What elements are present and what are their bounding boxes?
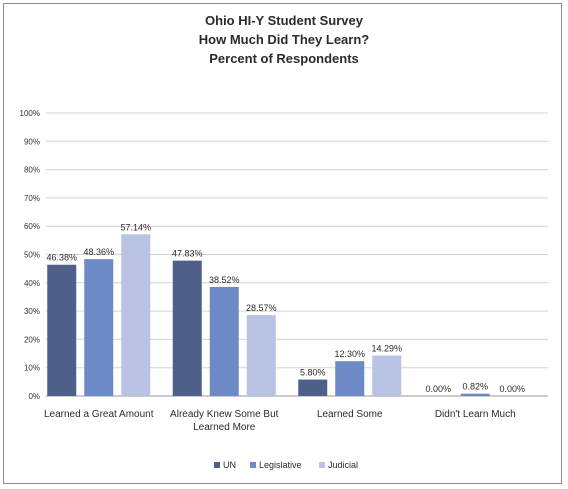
chart-title-line: Percent of Respondents bbox=[209, 51, 359, 66]
y-tick-label: 90% bbox=[24, 137, 40, 146]
y-tick-label: 100% bbox=[20, 109, 40, 118]
category-label: Already Knew Some But bbox=[170, 409, 279, 420]
y-tick-label: 10% bbox=[24, 364, 40, 373]
legend-swatch-un bbox=[214, 462, 220, 468]
data-label: 47.83% bbox=[172, 249, 203, 259]
data-label: 28.57% bbox=[246, 303, 277, 313]
y-tick-label: 60% bbox=[24, 222, 40, 231]
chart-title-line: Ohio HI-Y Student Survey bbox=[205, 13, 364, 28]
data-label: 5.80% bbox=[300, 368, 326, 378]
category-label: Didn't Learn Much bbox=[435, 409, 516, 420]
legend-swatch-judicial bbox=[319, 462, 325, 468]
data-label: 38.52% bbox=[209, 275, 240, 285]
data-label: 12.30% bbox=[334, 349, 365, 359]
bar-un-0 bbox=[47, 264, 77, 396]
bar-un-1 bbox=[172, 260, 202, 396]
y-tick-label: 30% bbox=[24, 307, 40, 316]
legend-label: Legislative bbox=[259, 460, 302, 470]
bar-legislative-2 bbox=[335, 361, 365, 396]
data-label: 46.38% bbox=[46, 253, 77, 263]
chart-title-line: How Much Did They Learn? bbox=[199, 32, 370, 47]
legend-label: UN bbox=[223, 460, 236, 470]
y-tick-label: 0% bbox=[28, 392, 40, 401]
y-tick-label: 40% bbox=[24, 279, 40, 288]
x-axis-categories: Learned a Great Amount Already Knew Some … bbox=[44, 409, 516, 433]
y-axis-ticks: 0% 10% 20% 30% 40% 50% 60% 70% 80% 90% 100% bbox=[20, 109, 40, 401]
bar-legislative-1 bbox=[209, 286, 239, 396]
bar-un-2 bbox=[298, 379, 328, 396]
legend: UN Legislative Judicial bbox=[214, 460, 358, 470]
legend-swatch-legislative bbox=[250, 462, 256, 468]
bar-judicial-2 bbox=[372, 355, 402, 396]
data-label: 57.14% bbox=[120, 222, 151, 232]
data-label: 48.36% bbox=[83, 247, 114, 257]
bar-judicial-1 bbox=[246, 315, 276, 396]
data-label: 0.00% bbox=[499, 384, 525, 394]
chart-title: Ohio HI-Y Student Survey How Much Did The… bbox=[199, 13, 370, 66]
y-tick-label: 20% bbox=[24, 335, 40, 344]
bar-judicial-0 bbox=[121, 234, 151, 396]
bars bbox=[47, 234, 490, 396]
y-tick-label: 70% bbox=[24, 194, 40, 203]
category-label: Learned a Great Amount bbox=[44, 409, 154, 420]
y-tick-label: 50% bbox=[24, 251, 40, 260]
data-label: 14.29% bbox=[371, 344, 402, 354]
legend-label: Judicial bbox=[328, 460, 358, 470]
bar-legislative-0 bbox=[84, 259, 114, 396]
category-label: Learned More bbox=[193, 422, 256, 433]
y-tick-label: 80% bbox=[24, 166, 40, 175]
chart-frame bbox=[3, 3, 562, 484]
bar-legislative-3 bbox=[460, 393, 490, 396]
data-labels: 46.38% 48.36% 57.14% 47.83% 38.52% 28.57% 5.80… bbox=[46, 222, 525, 394]
category-label: Learned Some bbox=[317, 409, 383, 420]
data-label: 0.82% bbox=[462, 382, 488, 392]
data-label: 0.00% bbox=[425, 384, 451, 394]
